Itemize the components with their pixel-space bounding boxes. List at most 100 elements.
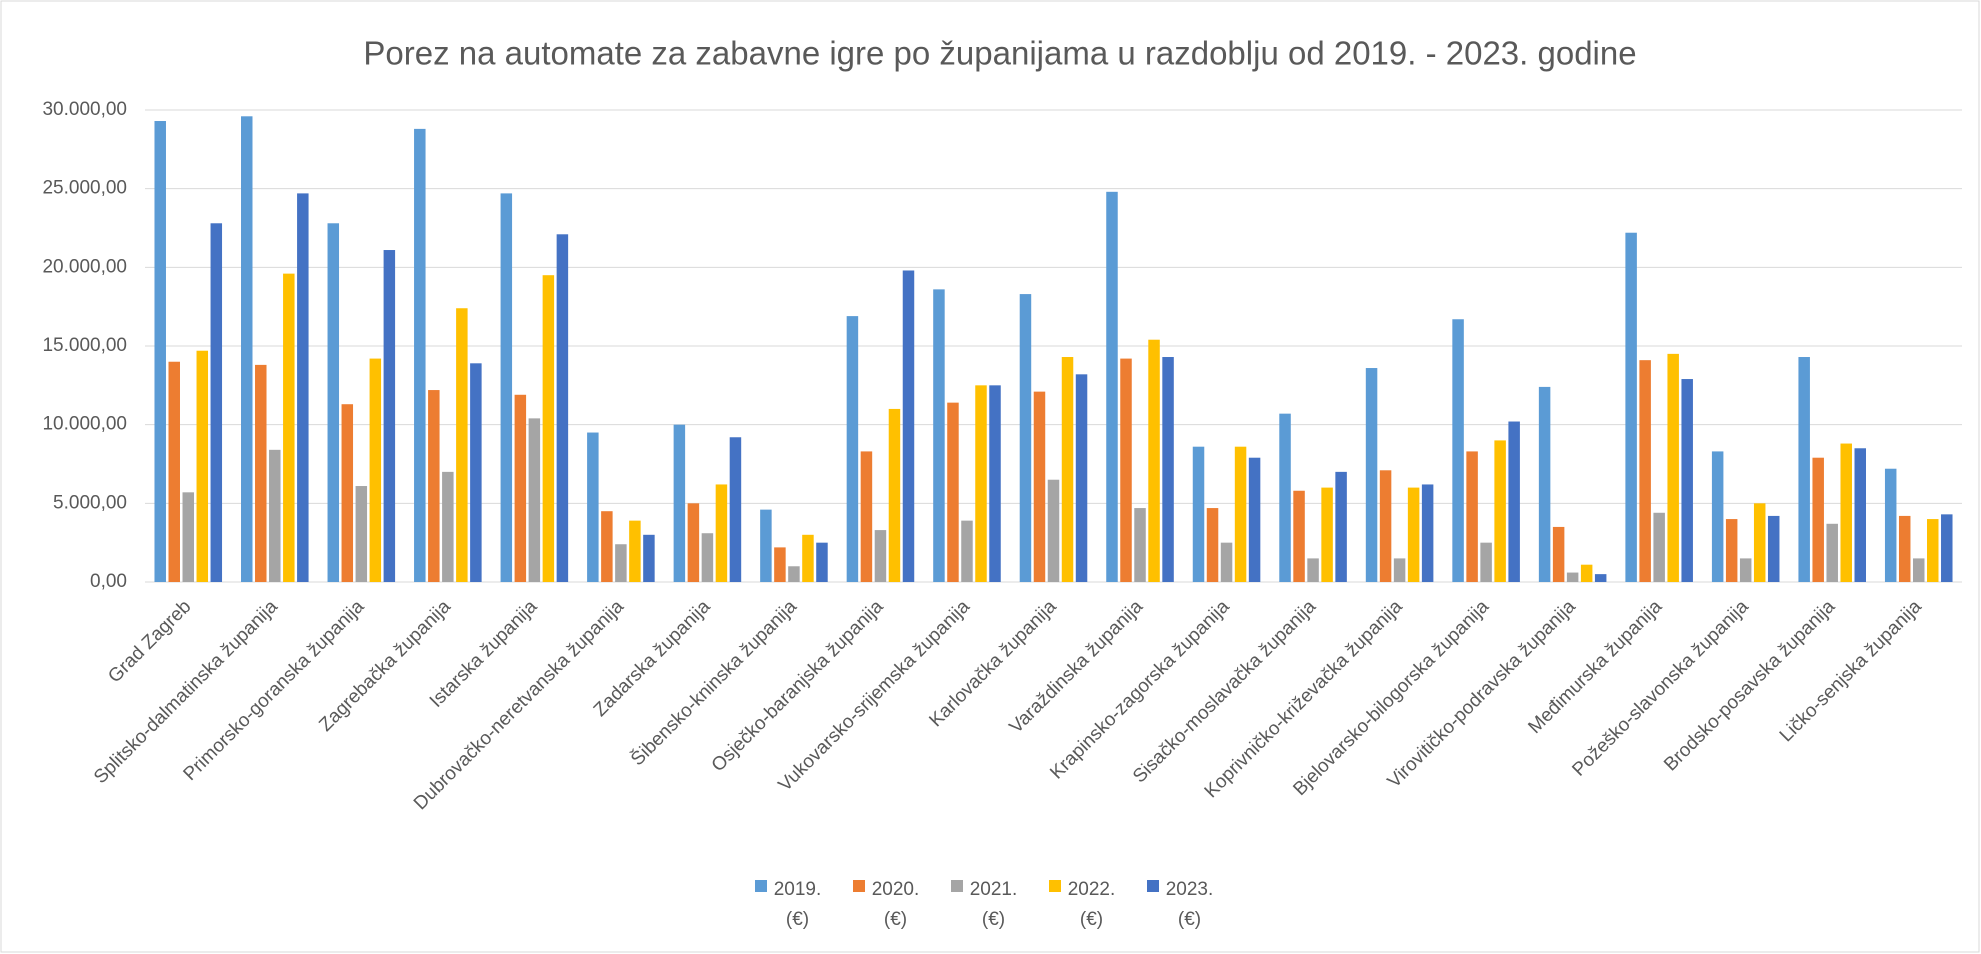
legend-label: 2020. (€) — [871, 879, 920, 930]
bar — [601, 511, 613, 582]
legend-label: 2022. (€) — [1067, 879, 1116, 930]
bar — [428, 390, 440, 582]
bar — [1421, 484, 1434, 582]
bar — [1798, 357, 1810, 582]
bar — [1711, 451, 1724, 582]
bar — [1365, 368, 1378, 582]
bar — [1248, 457, 1261, 582]
bar — [1594, 574, 1607, 582]
bar — [1884, 468, 1897, 582]
legend-swatch — [852, 880, 865, 892]
bar — [1898, 515, 1911, 582]
bar — [528, 418, 541, 582]
bar — [933, 289, 945, 582]
bar — [687, 503, 700, 582]
bar — [1927, 519, 1939, 582]
bar — [1725, 519, 1738, 582]
bar — [1681, 379, 1693, 582]
bar — [1134, 508, 1146, 582]
bar — [1667, 353, 1679, 582]
bar — [1033, 391, 1046, 582]
bar — [383, 250, 396, 582]
bar — [902, 270, 915, 582]
bar — [1639, 360, 1651, 582]
bar — [269, 449, 281, 582]
bar — [701, 533, 714, 582]
bar — [1019, 294, 1032, 582]
bar — [182, 492, 195, 582]
bar — [715, 484, 728, 582]
legend-swatch — [1048, 880, 1061, 892]
bar — [514, 394, 527, 582]
bar — [1321, 487, 1333, 582]
bar — [1767, 515, 1780, 582]
y-tick-label: 30.000,00 — [42, 99, 127, 120]
bar — [442, 471, 454, 582]
bar — [154, 121, 166, 582]
bar — [1407, 487, 1420, 582]
bar — [255, 364, 267, 582]
bar — [1508, 421, 1520, 582]
bar — [1220, 542, 1233, 582]
bar — [1912, 558, 1925, 582]
bar — [414, 128, 426, 582]
bar — [556, 234, 569, 582]
legend-swatch — [754, 880, 767, 892]
bar — [1061, 357, 1074, 582]
bar — [874, 530, 887, 582]
bar — [1307, 558, 1319, 582]
bar — [975, 385, 987, 582]
bar — [788, 566, 800, 582]
bar — [1826, 523, 1838, 582]
y-tick-label: 0,00 — [90, 571, 127, 592]
y-tick-label: 10.000,00 — [42, 414, 127, 435]
bar — [1653, 512, 1665, 582]
bar — [888, 408, 901, 582]
bar — [1941, 514, 1953, 582]
legend-item: 2019. (€) — [754, 875, 835, 935]
bar — [1075, 374, 1088, 582]
bar — [947, 402, 959, 582]
legend-item: 2021. (€) — [950, 875, 1031, 935]
bar — [1279, 413, 1291, 582]
bar — [1293, 490, 1305, 582]
legend-swatch — [1146, 880, 1159, 892]
bar — [1120, 358, 1132, 582]
y-tick-label: 5.000,00 — [53, 492, 127, 513]
bar — [283, 273, 295, 582]
legend-label: 2021. (€) — [969, 879, 1018, 930]
bar — [1480, 542, 1492, 582]
legend-label: 2023. (€) — [1165, 879, 1214, 930]
bar — [1739, 558, 1752, 582]
bar — [816, 542, 828, 582]
bar — [1234, 446, 1247, 582]
bar — [643, 534, 655, 582]
y-tick-label: 20.000,00 — [42, 256, 127, 277]
legend-item: 2023. (€) — [1146, 875, 1227, 935]
bar — [860, 451, 873, 582]
bar — [500, 193, 513, 583]
legend-swatch — [950, 880, 963, 892]
bar — [1854, 448, 1866, 582]
bar — [1379, 470, 1392, 582]
bar — [341, 404, 354, 582]
bar — [1335, 471, 1347, 582]
bar — [327, 223, 340, 582]
bar — [1206, 508, 1219, 582]
bar — [1192, 446, 1205, 582]
bar — [1494, 440, 1506, 582]
bar — [1753, 503, 1766, 582]
bar — [168, 361, 180, 582]
bar — [961, 520, 973, 582]
y-tick-label: 15.000,00 — [42, 335, 127, 356]
bar — [241, 116, 253, 582]
bar — [355, 486, 368, 582]
bar — [1106, 191, 1118, 582]
bar — [1625, 232, 1637, 582]
bar — [1452, 319, 1464, 582]
bar — [1393, 558, 1406, 582]
legend-label: 2019. (€) — [773, 879, 822, 930]
bar — [1552, 526, 1565, 582]
